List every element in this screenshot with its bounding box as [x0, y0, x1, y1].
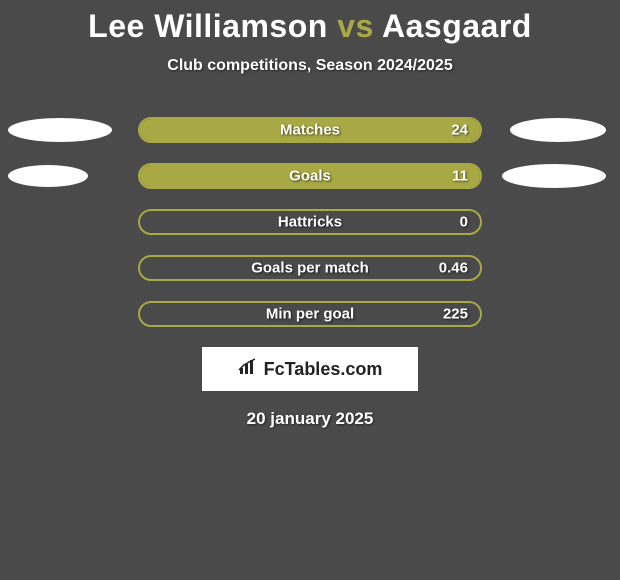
stat-label: Hattricks — [278, 214, 342, 231]
stat-row: Matches 24 — [0, 117, 620, 143]
stat-label: Goals per match — [251, 260, 369, 277]
stat-row: Goals 11 — [0, 163, 620, 189]
stat-value-right: 24 — [451, 122, 468, 139]
stats-list: Matches 24 Goals 11 Hattricks 0 Goals per matc… — [0, 117, 620, 327]
right-value-ellipse — [510, 118, 606, 142]
page-title: Lee Williamson vs Aasgaard — [0, 8, 620, 45]
stat-label: Matches — [280, 122, 340, 139]
stat-value-right: 11 — [452, 168, 468, 185]
left-value-ellipse — [8, 118, 112, 142]
comparison-card: Lee Williamson vs Aasgaard Club competit… — [0, 0, 620, 429]
right-value-ellipse — [502, 164, 606, 188]
stat-bar: Goals per match 0.46 — [138, 255, 482, 281]
logo-text: FcTables.com — [264, 359, 383, 380]
player1-name: Lee Williamson — [88, 8, 328, 44]
subtitle: Club competitions, Season 2024/2025 — [0, 57, 620, 75]
stat-bar: Min per goal 225 — [138, 301, 482, 327]
stat-label: Goals — [289, 168, 331, 185]
stat-value-right: 0 — [460, 214, 468, 231]
stat-value-right: 0.46 — [439, 260, 468, 277]
stat-bar: Matches 24 — [138, 117, 482, 143]
date-label: 20 january 2025 — [0, 409, 620, 429]
stat-label: Min per goal — [266, 306, 354, 323]
stat-bar: Hattricks 0 — [138, 209, 482, 235]
left-value-ellipse — [8, 165, 88, 187]
stat-row: Min per goal 225 — [0, 301, 620, 327]
stat-value-right: 225 — [443, 306, 468, 323]
logo-box[interactable]: FcTables.com — [202, 347, 418, 391]
stat-bar: Goals 11 — [138, 163, 482, 189]
stat-row: Hattricks 0 — [0, 209, 620, 235]
stat-row: Goals per match 0.46 — [0, 255, 620, 281]
versus-label: vs — [337, 8, 374, 44]
player2-name: Aasgaard — [382, 8, 532, 44]
logo: FcTables.com — [238, 358, 383, 381]
bar-chart-icon — [238, 358, 260, 381]
